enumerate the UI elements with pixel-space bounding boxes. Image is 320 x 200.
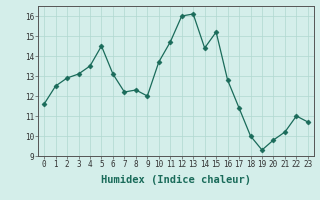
X-axis label: Humidex (Indice chaleur): Humidex (Indice chaleur) xyxy=(101,175,251,185)
